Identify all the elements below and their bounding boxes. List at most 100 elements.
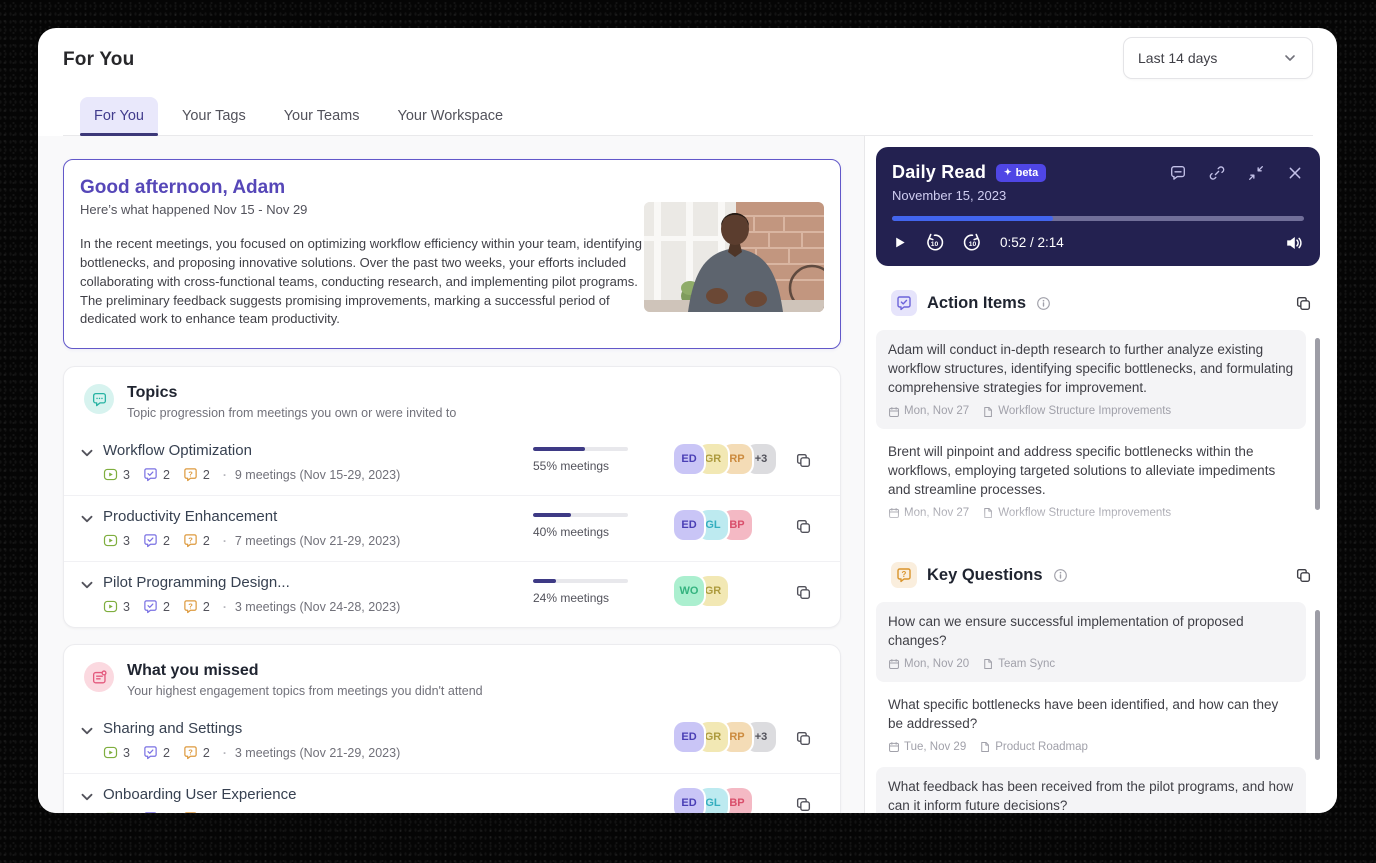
- progress-label: 40% meetings: [533, 525, 610, 539]
- feedback-icon[interactable]: [1169, 164, 1187, 182]
- close-icon[interactable]: [1286, 164, 1304, 182]
- avatar: ED: [674, 722, 704, 752]
- document-icon: [984, 406, 993, 417]
- chevron-down-icon: [1282, 50, 1298, 66]
- missed-topic-meta: 3 2 ? 2: [103, 811, 674, 813]
- calendar-icon: [889, 508, 899, 519]
- calendar-icon: [889, 659, 899, 670]
- tab-for-you[interactable]: For You: [80, 97, 158, 136]
- copy-action-items-button[interactable]: [1288, 288, 1318, 318]
- audio-progress-bar[interactable]: [892, 216, 1304, 221]
- video-count-badge: 3: [103, 745, 130, 760]
- topics-rows: Workflow Optimization 3 2: [64, 430, 840, 627]
- tab-your-teams[interactable]: Your Teams: [283, 108, 360, 124]
- topic-row[interactable]: Productivity Enhancement 3 2: [64, 495, 840, 561]
- document-icon: [984, 659, 993, 670]
- chevron-down-icon[interactable]: [78, 510, 96, 528]
- scrollbar-thumb[interactable]: [1315, 610, 1320, 760]
- action-item-meta: Mon, Nov 27 Workflow Structure Improveme…: [888, 403, 1294, 419]
- svg-text:10: 10: [969, 241, 977, 248]
- copy-button[interactable]: [786, 787, 820, 813]
- separator-dot: ·: [222, 745, 227, 760]
- question-count-badge: ? 2: [183, 467, 210, 482]
- missed-subtitle: Your highest engagement topics from meet…: [127, 684, 483, 698]
- missed-row[interactable]: Onboarding User Experience 3 2: [64, 773, 840, 813]
- action-count-badge: 2: [143, 811, 170, 813]
- topics-subtitle: Topic progression from meetings you own …: [127, 406, 457, 420]
- greeting-title: Good afternoon, Adam: [80, 177, 286, 198]
- info-icon[interactable]: [1053, 568, 1068, 583]
- tab-your-tags[interactable]: Your Tags: [182, 108, 246, 124]
- svg-text:?: ?: [188, 602, 193, 611]
- collapse-icon[interactable]: [1247, 164, 1265, 182]
- key-questions-list: How can we ensure successful implementat…: [876, 602, 1320, 813]
- video-count-badge: 3: [103, 599, 130, 614]
- meetings-label: 3 meetings (Nov 24-28, 2023): [234, 599, 401, 614]
- missed-row[interactable]: Sharing and Settings 3 2: [64, 708, 840, 773]
- action-item-text: Brent will pinpoint and address specific…: [888, 443, 1276, 498]
- missed-icon: [84, 662, 114, 692]
- key-questions-icon: ?: [891, 562, 917, 588]
- copy-button[interactable]: [786, 575, 820, 609]
- topics-icon: [84, 384, 114, 414]
- action-item: Kelly and Yosef will implement a monitor…: [876, 533, 1306, 542]
- forward-10-button[interactable]: 10: [962, 232, 983, 253]
- scrollbar-thumb[interactable]: [1315, 338, 1320, 510]
- action-items-icon: [891, 290, 917, 316]
- chevron-down-icon[interactable]: [78, 788, 96, 806]
- question-item-meta: Mon, Nov 20 Team Sync: [888, 656, 1294, 672]
- question-item: How can we ensure successful implementat…: [876, 602, 1306, 682]
- action-items-list: Adam will conduct in-depth research to f…: [876, 330, 1320, 542]
- tab-your-workspace[interactable]: Your Workspace: [397, 108, 504, 124]
- copy-button[interactable]: [786, 443, 820, 477]
- topic-progress: 24% meetings: [533, 579, 628, 605]
- topic-row[interactable]: Pilot Programming Design... 3 2: [64, 561, 840, 627]
- action-item-text: Adam will conduct in-depth research to f…: [888, 342, 1294, 396]
- key-questions-list-wrap: How can we ensure successful implementat…: [876, 602, 1320, 813]
- chevron-down-icon[interactable]: [78, 576, 96, 594]
- key-questions-header: ? Key Questions: [876, 560, 1320, 590]
- progress-fill: [533, 447, 586, 451]
- copy-key-questions-button[interactable]: [1288, 560, 1318, 590]
- copy-button[interactable]: [786, 509, 820, 543]
- meetings-label: 9 meetings (Nov 15-29, 2023): [234, 467, 401, 482]
- copy-button[interactable]: [786, 721, 820, 755]
- chevron-down-icon[interactable]: [78, 722, 96, 740]
- question-item-text: What feedback has been received from the…: [888, 779, 1294, 813]
- avatar: GR: [698, 444, 728, 474]
- chevron-down-icon[interactable]: [78, 444, 96, 462]
- avatar-group: ED GL BP: [674, 510, 786, 540]
- svg-text:?: ?: [188, 536, 193, 545]
- topic-row[interactable]: Workflow Optimization 3 2: [64, 430, 840, 495]
- date-filter-dropdown[interactable]: Last 14 days: [1123, 37, 1313, 79]
- topic-title: Productivity Enhancement: [103, 508, 278, 525]
- tabbar: For You Your Tags Your Teams Your Worksp…: [63, 97, 1313, 136]
- daily-read-date: November 15, 2023: [892, 188, 1007, 203]
- meetings-label: 3 meetings (Nov 21-29, 2023): [234, 745, 401, 760]
- action-items-list-wrap: Adam will conduct in-depth research to f…: [876, 330, 1320, 542]
- daily-read-panel: Daily Read ✦ beta November 15, 2023: [864, 136, 1337, 813]
- missed-title: What you missed: [127, 662, 259, 679]
- info-icon[interactable]: [1036, 296, 1051, 311]
- date-filter-value: Last 14 days: [1138, 50, 1218, 66]
- greeting-subtitle: Here’s what happened Nov 15 - Nov 29: [80, 202, 308, 217]
- action-count-badge: 2: [143, 745, 170, 760]
- question-item-text: What specific bottlenecks have been iden…: [888, 696, 1279, 731]
- action-item-meta: Mon, Nov 27 Workflow Structure Improveme…: [888, 505, 1294, 521]
- svg-text:10: 10: [931, 241, 939, 248]
- rewind-10-button[interactable]: 10: [924, 232, 945, 253]
- beta-badge: ✦ beta: [996, 163, 1047, 182]
- daily-read-title: Daily Read: [892, 162, 987, 182]
- link-icon[interactable]: [1208, 164, 1226, 182]
- play-button[interactable]: [892, 235, 907, 250]
- avatar: ED: [674, 788, 704, 813]
- action-items-header: Action Items: [876, 288, 1320, 318]
- volume-button[interactable]: [1284, 233, 1304, 253]
- avatar: ED: [674, 444, 704, 474]
- daily-read-card: Daily Read ✦ beta November 15, 2023: [876, 147, 1320, 266]
- greeting-body: In the recent meetings, you focused on o…: [80, 236, 642, 327]
- video-count-badge: 3: [103, 533, 130, 548]
- question-item: What feedback has been received from the…: [876, 767, 1306, 813]
- topic-title: Pilot Programming Design...: [103, 574, 290, 591]
- video-count-badge: 3: [103, 811, 130, 813]
